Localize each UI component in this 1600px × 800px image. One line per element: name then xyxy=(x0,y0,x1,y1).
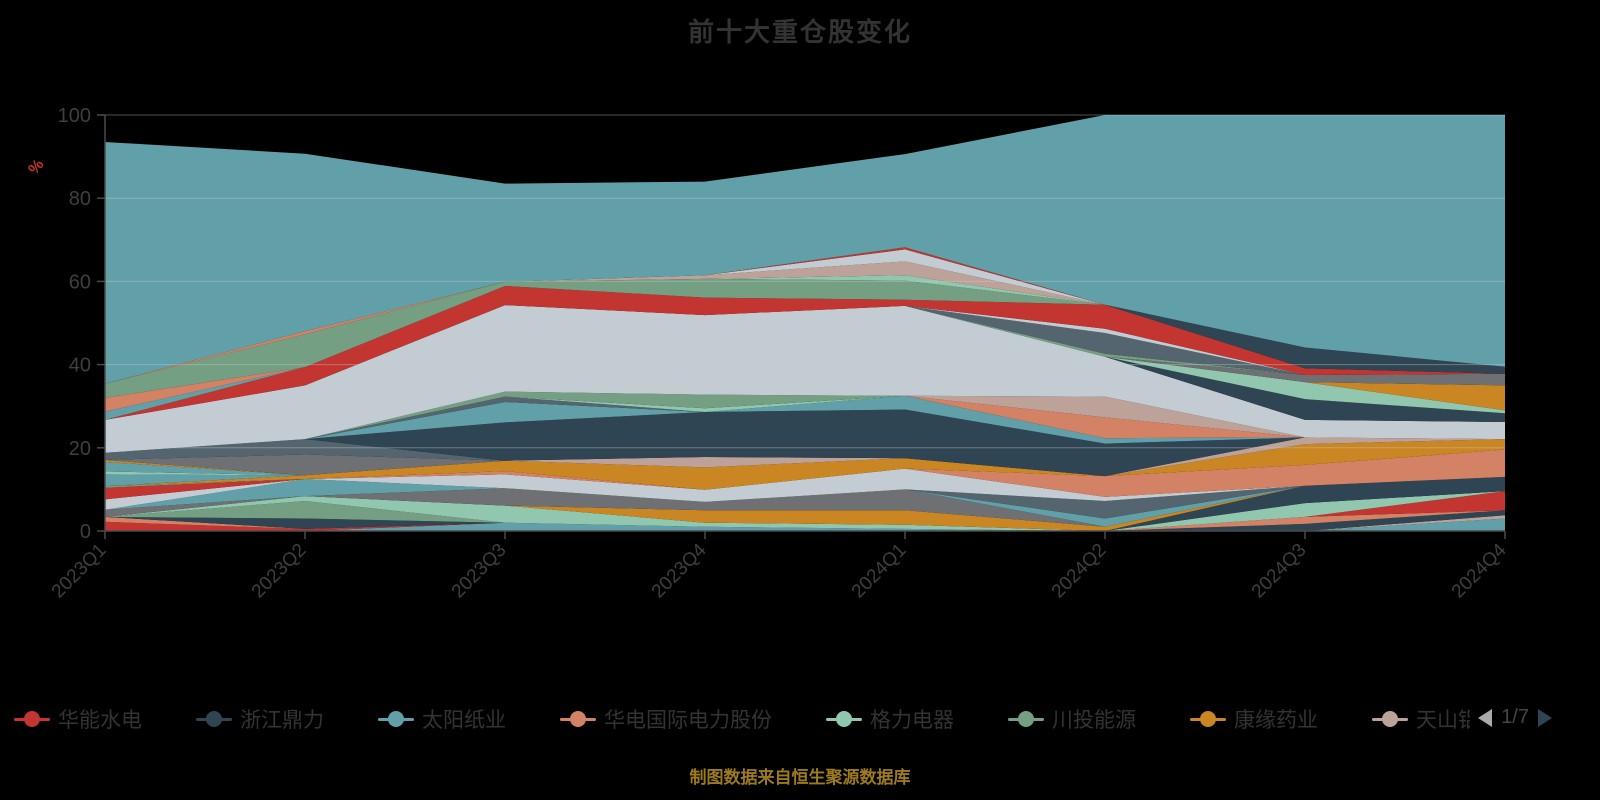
area-series-41 xyxy=(105,305,1505,420)
x-axis-label: 2023Q4 xyxy=(648,539,711,602)
area-series-30 xyxy=(105,395,1505,453)
legend-dot xyxy=(570,711,586,727)
legend-line-dot-icon xyxy=(378,710,414,728)
legend-label: 浙江鼎力 xyxy=(240,709,324,732)
y-axis-label: 40 xyxy=(69,355,91,377)
x-axis-label: 2024Q4 xyxy=(1448,539,1511,602)
area-series-5 xyxy=(105,510,1505,531)
legend-dot xyxy=(206,711,222,727)
legend-item-8[interactable]: 天山铝业 xyxy=(1372,704,1470,734)
area-series-33 xyxy=(105,391,1505,453)
legend-item-4[interactable]: 华电国际电力股份 xyxy=(560,704,772,734)
legend-next-icon[interactable] xyxy=(1538,708,1552,727)
y-axis-label: 20 xyxy=(69,438,91,460)
x-axis-label: 2023Q2 xyxy=(248,540,311,603)
area-series-20 xyxy=(105,439,1505,490)
legend-item-5[interactable]: 格力电器 xyxy=(826,704,954,734)
legend-line-dot-icon xyxy=(826,710,862,728)
legend-label: 太阳纸业 xyxy=(422,709,506,732)
legend-label: 华能水电 xyxy=(58,709,142,732)
area-series-group xyxy=(105,115,1505,531)
area-series-11 xyxy=(105,476,1505,531)
area-series-13 xyxy=(105,476,1505,527)
legend-label: 华电国际电力股份 xyxy=(604,709,772,732)
legend-label: 康缘药业 xyxy=(1234,709,1318,732)
legend-line-dot-icon xyxy=(196,710,232,728)
legend-item-6[interactable]: 川投能源 xyxy=(1008,704,1136,734)
footer-note: 制图数据来自恒生聚源数据库 xyxy=(689,768,911,787)
x-axis-label: 2024Q1 xyxy=(848,540,911,603)
y-axis-label: 100 xyxy=(58,105,91,127)
legend-item-1[interactable]: 华能水电 xyxy=(14,704,142,734)
area-series-29 xyxy=(105,395,1505,453)
area-series-27 xyxy=(105,437,1505,477)
legend-prev-icon[interactable] xyxy=(1478,708,1493,727)
legend-pager: 1/7 xyxy=(1478,706,1552,729)
area-series-43 xyxy=(105,286,1505,420)
gridline-group xyxy=(105,114,1505,449)
legend-item-7[interactable]: 康缘药业 xyxy=(1190,704,1318,734)
legend-pager-text: 1/7 xyxy=(1501,706,1529,728)
legend: 华能水电 浙江鼎力 太阳纸业 华电国际电力股份 格力电器 川投能源 康缘药业 天山铝业 xyxy=(0,700,1470,738)
y-axis-label: 0 xyxy=(80,521,91,543)
legend-line-dot-icon xyxy=(560,710,596,728)
area-series-15 xyxy=(105,476,1505,519)
area-series-28 xyxy=(105,409,1505,477)
legend-dot xyxy=(836,711,852,727)
area-series-9 xyxy=(105,476,1505,531)
legend-item-2[interactable]: 浙江鼎力 xyxy=(196,704,324,734)
x-axis-label: 2024Q3 xyxy=(1248,540,1311,603)
legend-line-dot-icon xyxy=(1372,710,1408,728)
area-series-34 xyxy=(105,391,1505,453)
legend-dot xyxy=(24,711,40,727)
x-axis-label: 2023Q1 xyxy=(48,540,111,603)
legend-dot xyxy=(1018,711,1034,727)
area-series-16 xyxy=(105,468,1505,510)
area-series-32 xyxy=(105,391,1505,453)
legend-dot xyxy=(1200,711,1216,727)
page-title: 前十大重仓股变化 xyxy=(687,17,912,47)
legend-item-3[interactable]: 太阳纸业 xyxy=(378,704,506,734)
area-series-14 xyxy=(105,476,1505,527)
legend-dot xyxy=(388,711,404,727)
legend-line-dot-icon xyxy=(14,710,50,728)
area-series-35 xyxy=(105,305,1505,453)
legend-dot xyxy=(1382,711,1398,727)
area-series-12 xyxy=(105,476,1505,531)
legend-line-dot-icon xyxy=(1190,710,1226,728)
y-axis-label: 80 xyxy=(69,188,91,210)
area-series-17 xyxy=(105,449,1505,500)
x-axis-label: 2024Q2 xyxy=(1048,540,1111,603)
area-series-25 xyxy=(105,437,1505,477)
y-axis-label: 60 xyxy=(69,271,91,293)
y-axis-unit-label: % xyxy=(25,156,47,178)
legend-label: 天山铝业 xyxy=(1416,709,1470,732)
area-series-23 xyxy=(105,439,1505,477)
legend-label: 川投能源 xyxy=(1052,709,1136,732)
area-series-53 xyxy=(105,115,1505,384)
area-series-1 xyxy=(105,518,1505,531)
area-series-36 xyxy=(105,305,1505,422)
x-axis-label: 2023Q3 xyxy=(448,540,511,603)
area-series-10 xyxy=(105,476,1505,531)
area-series-44 xyxy=(105,286,1505,420)
legend-line-dot-icon xyxy=(1008,710,1044,728)
area-series-3 xyxy=(105,515,1505,531)
legend-label: 格力电器 xyxy=(870,709,954,732)
